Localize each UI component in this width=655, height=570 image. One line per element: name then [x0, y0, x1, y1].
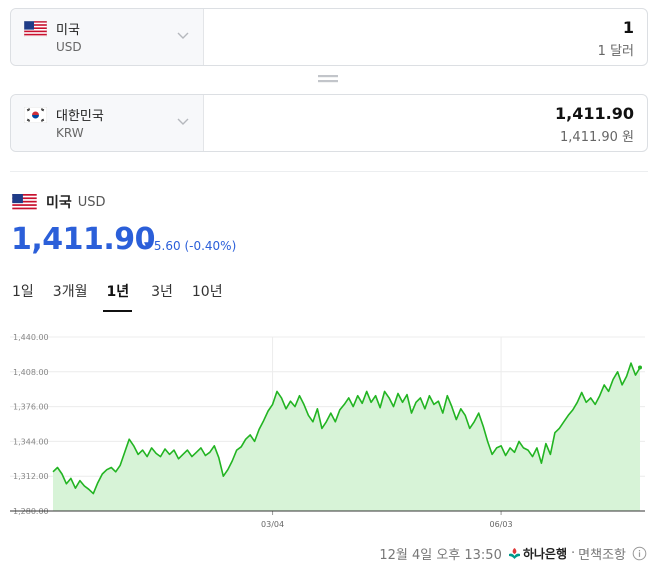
chevron-down-icon [177, 118, 189, 125]
us-flag-icon [24, 21, 47, 37]
to-currency-code: KRW [56, 126, 84, 140]
rate-change: ▼ 5.60 (-0.40%) [144, 239, 236, 253]
to-amount-value: 1,411.90 [555, 104, 634, 123]
info-icon[interactable] [632, 546, 647, 561]
kr-flag-icon [24, 107, 47, 123]
to-amount-text: 1,411.90 원 [560, 130, 634, 145]
from-currency-select[interactable]: 미국 USD [11, 9, 204, 65]
to-currency-row: 대한민국 KRW 1,411.90 1,411.90 원 [10, 94, 648, 152]
y-tick-label: 1,408.00 [13, 368, 49, 377]
bank-source: 하나은행 [508, 545, 567, 562]
currency-code: USD [77, 194, 106, 210]
y-tick-label: 1,440.00 [13, 333, 49, 342]
area-fill [53, 363, 640, 511]
from-amount-value: 1 [622, 18, 634, 37]
series-line [52, 362, 641, 495]
section-divider [10, 171, 648, 172]
from-currency-row: 미국 USD 1 1 달러 [10, 8, 648, 66]
to-currency-select[interactable]: 대한민국 KRW [11, 95, 204, 151]
y-tick-label: 1,376.00 [13, 403, 49, 412]
last-point [638, 365, 642, 370]
down-arrow-icon: ▼ [144, 241, 151, 251]
hana-bank-logo-icon [508, 548, 520, 559]
from-currency-code: USD [56, 40, 82, 54]
footer: 12월 4일 오후 13:50 하나은행 · 면책조항 [379, 544, 647, 563]
chevron-down-icon [177, 32, 189, 39]
tab-3m[interactable]: 3개월 [52, 284, 88, 300]
tab-10y[interactable]: 10년 [191, 284, 223, 300]
from-amount-input[interactable]: 1 1 달러 [204, 9, 647, 65]
tab-1y[interactable]: 1년 [103, 281, 133, 312]
to-amount-input[interactable]: 1,411.90 1,411.90 원 [204, 95, 647, 151]
footer-separator: · [571, 546, 576, 561]
x-tick-label: 06/03 [490, 520, 513, 529]
bank-name: 하나은행 [522, 547, 568, 561]
exchange-rate-value: 1,411.90 [11, 222, 156, 257]
update-timestamp: 12월 4일 오후 13:50 [379, 548, 502, 563]
tab-1d[interactable]: 1일 [12, 284, 34, 300]
tab-3y[interactable]: 3년 [151, 284, 173, 300]
currency-name: 미국 [46, 195, 72, 211]
from-country-name: 미국 [56, 23, 80, 38]
period-tabs: 1일 3개월 1년 3년 10년 [12, 281, 223, 312]
us-flag-icon [12, 193, 37, 211]
currency-title: 미국 USD [12, 192, 106, 212]
y-tick-label: 1,312.00 [13, 472, 49, 481]
y-tick-label: 1,344.00 [13, 437, 49, 446]
to-country-name: 대한민국 [56, 109, 104, 124]
disclaimer-link[interactable]: 면책조항 [578, 548, 626, 563]
from-amount-text: 1 달러 [597, 44, 634, 59]
x-tick-label: 03/04 [261, 520, 284, 529]
exchange-rate-chart[interactable]: 1,280.001,312.001,344.001,376.001,408.00… [0, 320, 655, 535]
equals-icon [318, 75, 338, 83]
rate-change-value: 5.60 (-0.40%) [153, 239, 237, 253]
